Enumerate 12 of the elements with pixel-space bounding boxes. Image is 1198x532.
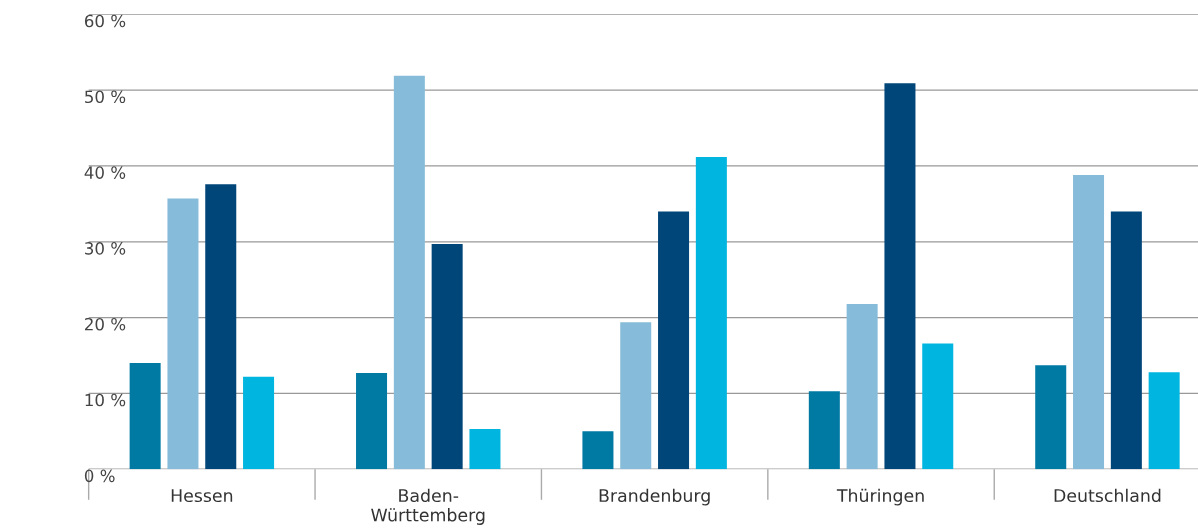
y-tick-label: 40 % (84, 166, 126, 179)
y-tick-label: 50 % (85, 90, 126, 104)
y-tick-label: 10 % (85, 393, 126, 407)
x-tick-label: Baden- Württemberg (371, 488, 485, 525)
x-tick-label: Thüringen (836, 488, 924, 506)
y-tick-label: 30 % (85, 242, 126, 255)
x-tick-label: Hessen (171, 489, 233, 503)
y-tick-label: 60 % (84, 14, 126, 28)
y-tick-label: 20 % (85, 317, 126, 331)
x-tick-label: Brandenburg (599, 488, 710, 506)
y-tick-label: 0 % (84, 469, 115, 483)
x-tick-label: Deutschland (1054, 488, 1161, 503)
